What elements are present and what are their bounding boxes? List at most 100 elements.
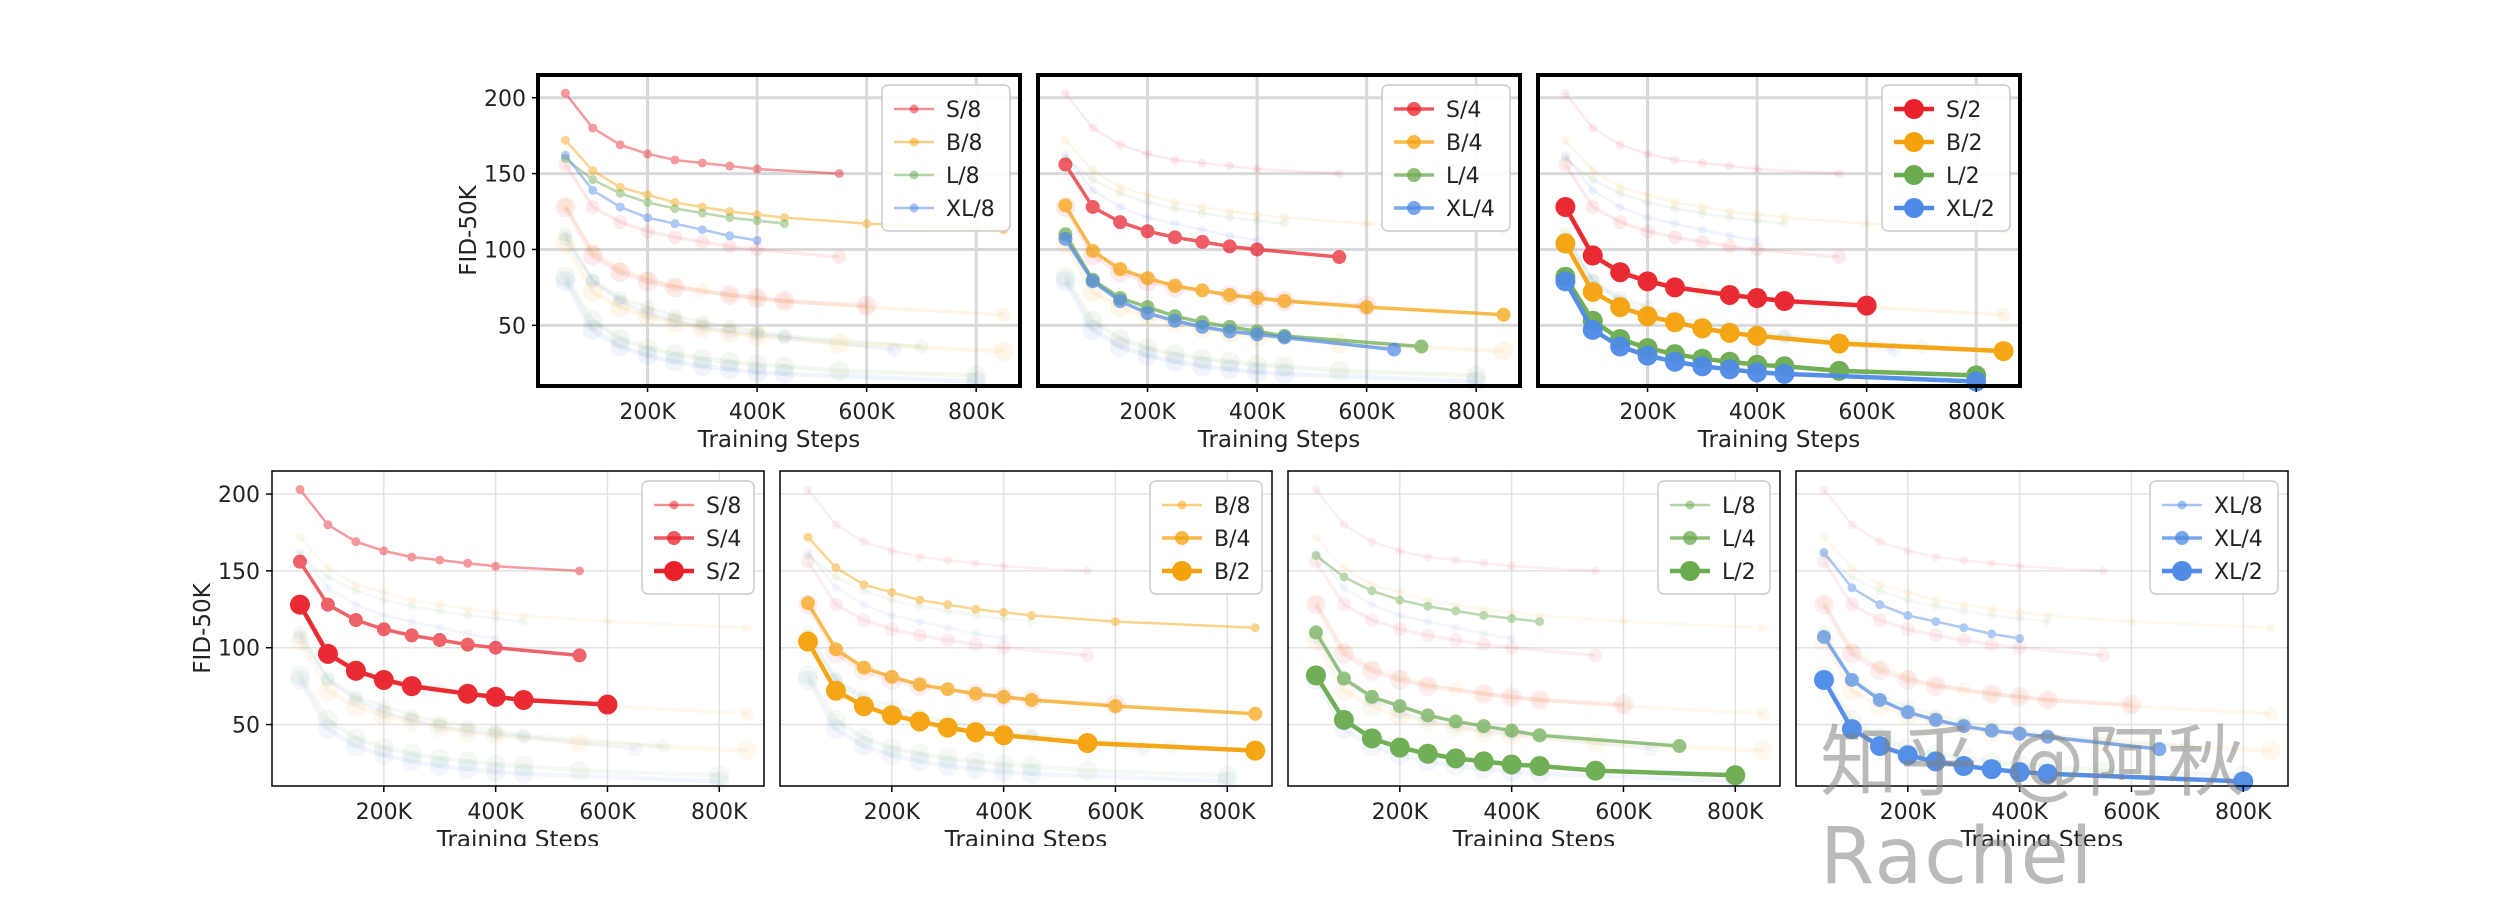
ghost-point [803,547,813,557]
legend-marker [667,531,681,545]
line-L-8 [1315,554,1540,623]
ghost-point [797,665,818,686]
xtick-label: 200K [864,800,921,825]
point-XL-4 [1113,294,1128,309]
point-XL-4 [1816,629,1831,644]
point-L-2 [1445,748,1466,769]
ghost-point [740,706,755,721]
point-XL-2 [2037,763,2058,784]
point-B-4 [912,677,927,692]
plot-frame [779,470,1273,787]
ghost-point [940,633,955,648]
ghost-line [1564,154,1758,242]
ghost-line [563,233,922,349]
legend-box [1881,84,2011,232]
ghost-point [1928,628,1943,643]
ghost-point [1088,185,1098,195]
ghost-point [1143,197,1153,207]
point-S-4 [432,633,447,648]
ghost-point [1197,208,1207,218]
ghost-point [1274,363,1295,384]
ghost-line [1314,560,1596,658]
ghost-point [2261,740,2282,761]
ghost-line [1313,603,1624,707]
ghost-point [1170,197,1180,207]
point-B-8 [862,219,872,229]
ghost-point [1170,204,1180,214]
legend: L/8 L/4 L/2 [1657,480,1771,595]
ghost-point [1451,555,1461,565]
ghost-line [806,488,1088,573]
point-B-8 [831,563,841,573]
ghost-point [292,625,307,640]
ghost-point [613,215,628,230]
ghost-point [1903,546,1913,556]
ghost-point [1507,561,1517,571]
ghost-line [1064,157,1285,225]
ghost-point [887,610,897,620]
ghost-point [610,297,631,318]
legend-marker [1177,500,1187,510]
ghost-point [1925,676,1946,697]
ghost-point [320,672,335,687]
point-S-4 [404,628,419,643]
ghost-point [460,719,475,734]
point-XL-2 [1582,319,1603,340]
ghost-point [943,623,953,633]
ghost-point [1585,732,1606,753]
ghost-point [292,629,307,644]
point-XL-4 [1956,719,1971,734]
point-XL-2 [1925,751,1946,772]
series-S-4 [292,554,587,663]
ghost-line [298,551,496,640]
ghost-point [742,623,752,633]
point-B-4 [1222,287,1237,302]
ghost-point [637,306,658,327]
ghost-point [853,736,874,757]
ghost-point [750,324,765,339]
xtick-label: 600K [2103,800,2160,825]
ghost-point [695,283,710,298]
ghost-point [1504,640,1519,655]
ghost-point [640,271,655,286]
point-XL-4 [1387,342,1402,357]
x-axis-label: Training Steps [1197,427,1360,453]
ghost-point [1670,155,1680,165]
ghost-point [1750,242,1765,257]
x-axis-label: Training Steps [1697,427,1860,453]
ghost-point [1560,150,1570,160]
xtick-label: 400K [1483,800,1540,825]
point-L-8 [1339,572,1349,582]
ghost-point [800,554,815,569]
ghost-point [1077,760,1098,781]
ytick-label: 100 [218,637,260,662]
ghost-point [1164,351,1185,372]
ghost-point [558,227,573,242]
ghost-point [1613,694,1634,715]
legend: S/8 S/4 S/2 [641,480,755,595]
point-B-4 [1058,198,1073,213]
ghost-point [915,617,925,627]
ghost-point [2012,640,2027,655]
ghost-point [1758,623,1768,633]
point-L-4 [1336,671,1351,686]
ghost-point [1115,182,1125,192]
ghost-point [613,262,628,277]
point-XL-8 [2015,633,2025,643]
point-XL-4 [1222,324,1237,339]
ghost-point [404,708,419,723]
ghost-point [1164,344,1185,365]
ghost-point [555,266,576,287]
ghost-line [1564,139,2004,231]
ghost-point [719,351,740,372]
point-XL-8 [1903,610,1913,620]
ghost-line [1822,560,2104,658]
line-XL-4 [1063,237,1395,352]
point-L-8 [560,153,570,163]
xtick-label: 600K [579,800,636,825]
point-B-8 [560,135,570,145]
ghost-point [1903,595,1913,605]
ghost-point [1389,669,1410,690]
point-B-2 [1747,325,1768,346]
point-B-2 [825,680,846,701]
